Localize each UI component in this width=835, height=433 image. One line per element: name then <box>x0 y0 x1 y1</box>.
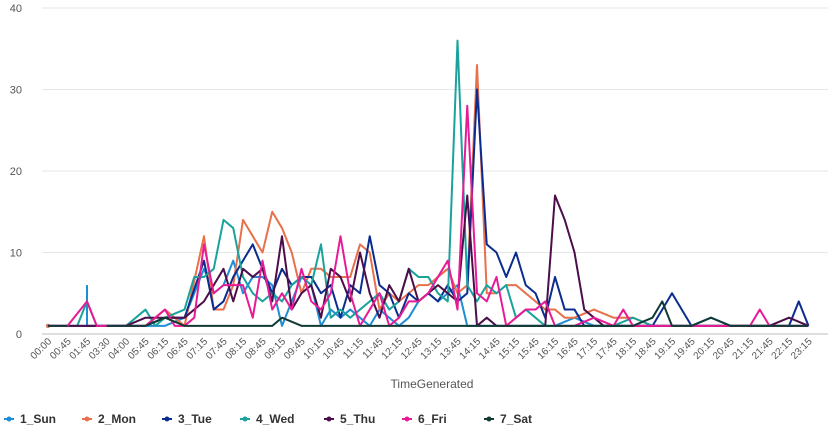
legend-item-2_Mon[interactable]: 2_Mon <box>82 412 136 426</box>
legend-label: 6_Fri <box>418 412 447 426</box>
x-tick-label: 17:15 <box>575 336 601 362</box>
legend-label: 4_Wed <box>256 412 294 426</box>
series-7_Sat[interactable] <box>48 300 809 327</box>
x-tick-label: 07:45 <box>204 336 230 362</box>
x-tick-label: 08:45 <box>243 336 269 362</box>
x-tick-label: 13:45 <box>438 336 464 362</box>
x-tick-label: 09:15 <box>263 336 289 362</box>
x-tick-label: 20:45 <box>711 336 737 362</box>
series-line <box>48 194 809 327</box>
x-tick-label: 19:15 <box>653 336 679 362</box>
legend-item-1_Sun[interactable]: 1_Sun <box>4 412 56 426</box>
legend-item-4_Wed[interactable]: 4_Wed <box>240 412 294 426</box>
series-line <box>48 104 809 327</box>
x-tick-label: 12:15 <box>380 336 406 362</box>
x-tick-label: 04:00 <box>107 336 133 362</box>
x-tick-label: 00:45 <box>48 336 74 362</box>
x-tick-label: 03:30 <box>87 336 113 362</box>
x-tick-label: 13:15 <box>419 336 445 362</box>
x-tick-label: 07:15 <box>185 336 211 362</box>
series-line <box>106 300 809 327</box>
legend-item-3_Tue[interactable]: 3_Tue <box>162 412 212 426</box>
series-4_Wed[interactable] <box>48 39 809 327</box>
x-tick-label: 11:15 <box>341 336 366 361</box>
x-axis-title: TimeGenerated <box>391 377 474 391</box>
x-tick-label: 09:45 <box>282 336 308 362</box>
x-tick-label: 06:15 <box>146 336 172 362</box>
x-tick-label: 22:15 <box>770 336 796 362</box>
y-tick-label: 40 <box>10 3 22 15</box>
y-tick-label: 10 <box>10 248 22 260</box>
legend-label: 1_Sun <box>20 412 56 426</box>
legend-label: 2_Mon <box>98 412 136 426</box>
x-axis-ticks: 00:0000:4501:4503:3004:0005:4506:1506:45… <box>29 336 815 362</box>
x-tick-label: 08:15 <box>224 336 250 362</box>
x-tick-label: 23:15 <box>789 336 815 362</box>
x-tick-label: 10:15 <box>302 336 328 362</box>
x-tick-label: 19:45 <box>672 336 698 362</box>
legend-marker <box>486 416 492 422</box>
legend-marker <box>84 416 90 422</box>
legend-marker <box>326 416 332 422</box>
x-tick-label: 17:45 <box>594 336 620 362</box>
legend-label: 5_Thu <box>340 412 375 426</box>
legend-marker <box>242 416 248 422</box>
x-tick-label: 18:45 <box>633 336 659 362</box>
series-6_Fri[interactable] <box>48 104 809 327</box>
series-lines <box>46 39 810 328</box>
legend-marker <box>6 416 12 422</box>
x-tick-label: 14:15 <box>458 336 484 362</box>
x-tick-label: 05:45 <box>126 336 152 362</box>
x-tick-label: 21:45 <box>750 336 776 362</box>
x-tick-label: 14:45 <box>477 336 503 362</box>
legend-label: 7_Sat <box>500 412 532 426</box>
legend-label: 3_Tue <box>178 412 212 426</box>
x-tick-label: 18:15 <box>614 336 640 362</box>
series-line <box>48 39 809 327</box>
x-tick-label: 12:45 <box>399 336 425 362</box>
gridlines <box>42 7 828 335</box>
series-3_Tue[interactable] <box>48 88 810 327</box>
x-tick-label: 01:45 <box>68 336 94 362</box>
x-tick-label: 10:45 <box>321 336 347 362</box>
y-axis-ticks: 0 10 20 30 40 <box>10 3 22 341</box>
legend-marker <box>164 416 170 422</box>
y-tick-label: 20 <box>10 166 22 178</box>
series-line <box>87 64 809 327</box>
x-tick-label: 16:45 <box>555 336 581 362</box>
x-tick-label: 15:45 <box>516 336 542 362</box>
series-5_Thu[interactable] <box>48 194 809 327</box>
x-tick-label: 21:15 <box>731 336 757 362</box>
series-line <box>48 88 810 327</box>
legend[interactable]: 1_Sun 2_Mon 3_Tue 4_Wed 5_Thu 6_Fri 7_Sat <box>4 412 532 426</box>
legend-item-5_Thu[interactable]: 5_Thu <box>324 412 375 426</box>
x-tick-label: 00:00 <box>29 336 55 362</box>
y-tick-label: 0 <box>16 329 22 341</box>
legend-marker <box>404 416 410 422</box>
x-tick-label: 15:15 <box>497 336 523 362</box>
legend-item-7_Sat[interactable]: 7_Sat <box>484 412 532 426</box>
x-tick-label: 20:15 <box>692 336 718 362</box>
legend-item-6_Fri[interactable]: 6_Fri <box>402 412 447 426</box>
x-tick-label: 16:15 <box>536 336 562 362</box>
y-tick-label: 30 <box>10 85 22 97</box>
series-2_Mon[interactable] <box>46 64 809 328</box>
x-tick-label: 06:45 <box>165 336 191 362</box>
